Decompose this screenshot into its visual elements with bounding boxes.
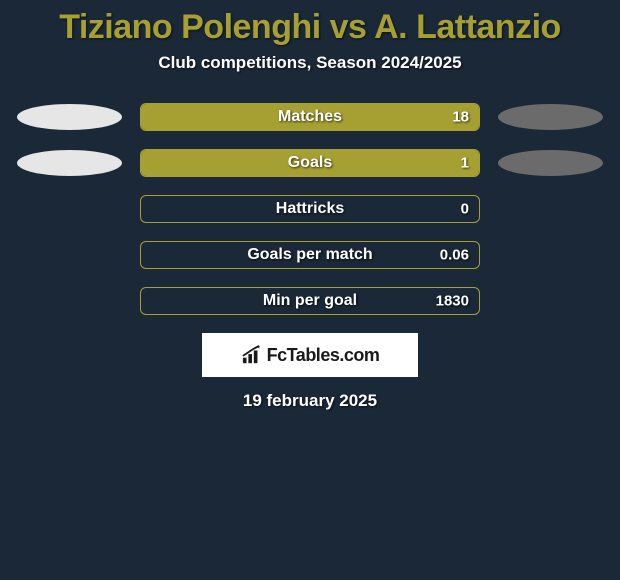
page-title: Tiziano Polenghi vs A. Lattanzio [0,8,620,47]
comparison-infographic: Tiziano Polenghi vs A. Lattanzio Club co… [0,0,620,411]
player-right-ellipse [498,150,603,176]
stat-row: Min per goal 1830 [0,287,620,315]
stat-value: 1830 [436,293,469,310]
player-left-ellipse [17,150,122,176]
stat-value: 1 [461,155,469,172]
stat-row: Matches 18 [0,103,620,131]
stat-label: Goals [288,154,332,172]
player-right-ellipse [498,104,603,130]
logo-text: FcTables.com [267,345,380,366]
stat-bar: Goals per match 0.06 [140,241,480,269]
stat-bar: Goals 1 [140,149,480,177]
subtitle: Club competitions, Season 2024/2025 [0,53,620,73]
stat-value: 18 [452,109,469,126]
stat-value: 0.06 [440,247,469,264]
stat-row: Hattricks 0 [0,195,620,223]
bar-chart-icon [241,345,263,365]
stat-rows: Matches 18 Goals 1 Hattricks 0 Goals per match… [0,103,620,315]
stat-value: 0 [461,201,469,218]
stat-label: Hattricks [276,200,344,218]
stat-bar: Matches 18 [140,103,480,131]
stat-bar: Hattricks 0 [140,195,480,223]
stat-row: Goals per match 0.06 [0,241,620,269]
logo-box[interactable]: FcTables.com [202,333,418,377]
stat-bar: Min per goal 1830 [140,287,480,315]
stat-label: Goals per match [247,246,372,264]
stat-label: Min per goal [263,292,357,310]
stat-label: Matches [278,108,342,126]
date-text: 19 february 2025 [0,391,620,411]
stat-row: Goals 1 [0,149,620,177]
player-left-ellipse [17,104,122,130]
